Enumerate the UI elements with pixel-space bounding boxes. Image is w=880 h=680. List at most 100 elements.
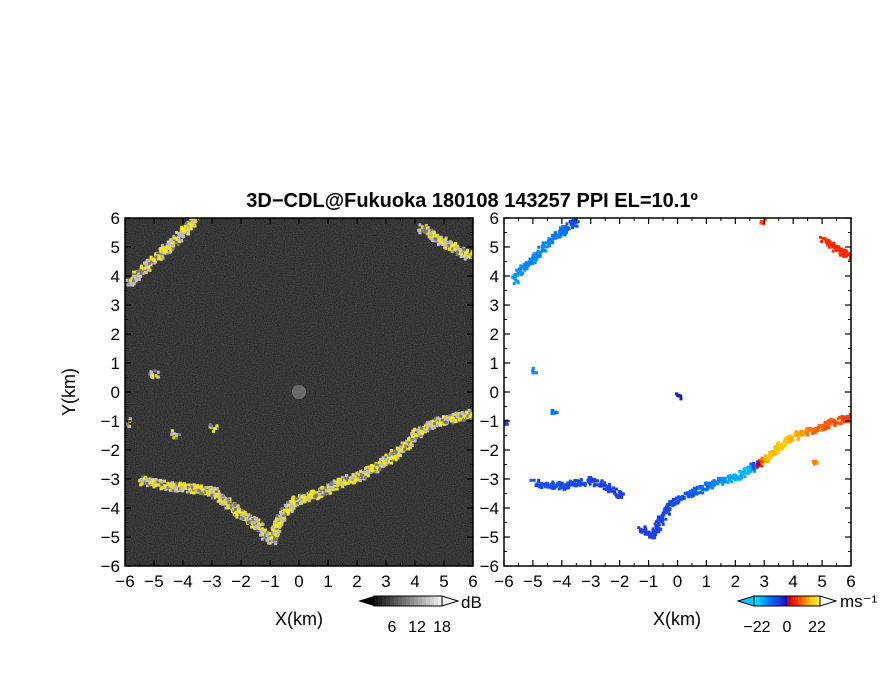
reflectivity-echo — [388, 453, 392, 457]
reflectivity-echo — [377, 460, 381, 464]
reflectivity-echo — [456, 244, 460, 248]
velocity-echo — [505, 422, 509, 426]
reflectivity-echo — [317, 496, 321, 500]
x-tick-label: 0 — [294, 572, 303, 591]
velocity-echo — [672, 501, 676, 505]
reflectivity-echo — [390, 452, 394, 456]
velocity-colorbar-swatch — [759, 596, 763, 606]
velocity-echo — [643, 532, 647, 536]
velocity-echo — [830, 242, 834, 246]
velocity-echo — [537, 245, 541, 249]
reflectivity-echo — [165, 244, 169, 248]
reflectivity-echo — [437, 235, 441, 239]
y-tick-label: −2 — [480, 441, 499, 460]
reflectivity-echo — [183, 229, 187, 233]
reflectivity-echo — [426, 230, 430, 234]
velocity-echo — [592, 484, 596, 488]
db-tick-12: 12 — [408, 619, 426, 636]
reflectivity-echo — [139, 478, 143, 482]
reflectivity-echo — [368, 470, 372, 474]
reflectivity-echo — [287, 503, 291, 507]
velocity-echo — [613, 490, 617, 494]
reflectivity-echo — [346, 478, 350, 482]
reflectivity-echo — [153, 481, 157, 485]
velocity-echo — [759, 221, 763, 225]
velocity-echo — [839, 252, 843, 256]
velocity-echo — [743, 467, 747, 471]
reflectivity-echo — [289, 504, 293, 508]
velocity-echo — [773, 451, 777, 455]
y-tick-label: −5 — [101, 528, 120, 547]
reflectivity-echo — [407, 440, 411, 444]
reflectivity-echo — [214, 494, 218, 498]
reflectivity-echo — [173, 485, 177, 489]
reflectivity-echo — [130, 283, 134, 287]
reflectivity-echo — [415, 428, 419, 432]
reflectivity-echo — [358, 478, 362, 482]
x-tick-label: 4 — [788, 572, 797, 591]
velocity-echo — [670, 502, 674, 506]
velocity-echo — [656, 515, 660, 519]
x-tick-label: 6 — [846, 572, 855, 591]
reflectivity-echo — [176, 243, 180, 247]
reflectivity-echo — [275, 528, 279, 532]
reflectivity-echo — [440, 418, 444, 422]
velocity-echo — [814, 459, 818, 463]
reflectivity-echo — [389, 456, 393, 460]
reflectivity-echo — [157, 375, 161, 379]
velocity-echo — [718, 477, 722, 481]
velocity-echo — [666, 505, 670, 509]
velocity-echo — [553, 230, 557, 234]
reflectivity-echo — [418, 434, 422, 438]
reflectivity-echo — [276, 523, 280, 527]
db-colorbar-swatch — [382, 596, 387, 606]
right-plot-background — [504, 218, 851, 566]
velocity-echo — [768, 454, 772, 458]
reflectivity-echo — [410, 431, 414, 435]
velocity-echo — [595, 483, 599, 487]
reflectivity-echo — [444, 236, 448, 240]
reflectivity-echo — [292, 502, 296, 506]
reflectivity-echo — [151, 480, 155, 484]
velocity-echo — [656, 518, 660, 522]
reflectivity-echo — [164, 250, 168, 254]
velocity-echo — [589, 478, 593, 482]
velocity-echo — [547, 485, 551, 489]
reflectivity-echo — [236, 510, 240, 514]
velocity-echo — [527, 261, 531, 265]
velocity-echo — [749, 469, 753, 473]
reflectivity-echo — [408, 444, 412, 448]
reflectivity-echo — [200, 485, 204, 489]
reflectivity-echo — [459, 255, 463, 259]
velocity-echo — [780, 443, 784, 447]
reflectivity-echo — [128, 417, 132, 421]
velocity-echo — [842, 255, 846, 259]
velocity-echo — [552, 234, 556, 238]
reflectivity-echo — [181, 231, 185, 235]
reflectivity-echo — [335, 487, 339, 491]
velocity-echo — [827, 245, 831, 249]
reflectivity-echo — [204, 485, 208, 489]
reflectivity-echo — [191, 224, 195, 228]
reflectivity-echo — [366, 471, 370, 475]
y-tick-label: −6 — [101, 557, 120, 576]
reflectivity-echo — [315, 493, 319, 497]
velocity-echo — [651, 536, 655, 540]
reflectivity-echo — [409, 441, 413, 445]
y-tick-label: 6 — [490, 209, 499, 228]
velocity-echo — [743, 475, 747, 479]
reflectivity-echo — [175, 231, 179, 235]
reflectivity-echo — [151, 373, 155, 377]
velocity-echo — [816, 428, 820, 432]
velocity-echo — [696, 486, 700, 490]
db-colorbar-swatch — [434, 596, 439, 606]
reflectivity-echo — [154, 483, 158, 487]
velocity-echo — [837, 245, 841, 249]
velocity-colorbar-unit: ms⁻¹ — [840, 592, 878, 611]
reflectivity-echo — [160, 480, 164, 484]
reflectivity-echo — [451, 247, 455, 251]
velocity-echo — [832, 419, 836, 423]
velocity-echo — [822, 427, 826, 431]
velocity-echo — [805, 428, 809, 432]
